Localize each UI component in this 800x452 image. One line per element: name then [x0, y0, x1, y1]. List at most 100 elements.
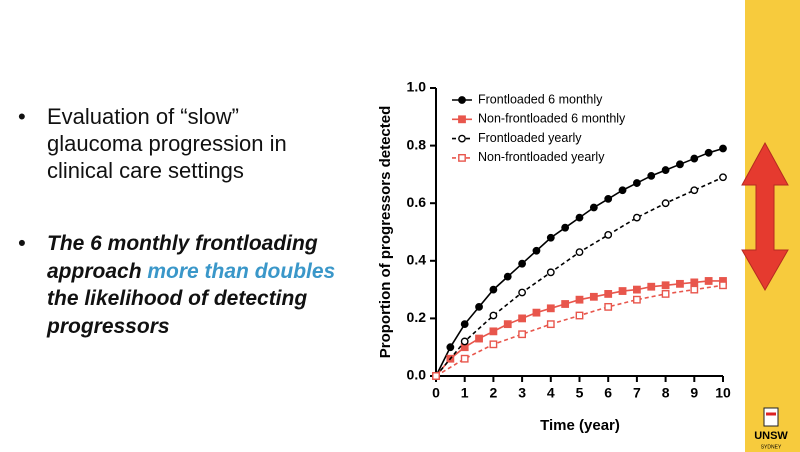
- logo-crest: [763, 407, 779, 427]
- legend-label: Frontloaded 6 monthly: [478, 92, 603, 106]
- marker: [618, 186, 627, 195]
- x-tick-label: 3: [518, 385, 526, 401]
- marker: [690, 278, 699, 287]
- marker: [532, 246, 541, 255]
- x-tick-label: 8: [662, 385, 670, 401]
- marker: [676, 160, 684, 169]
- marker: [518, 330, 527, 339]
- y-tick-label: 1.0: [407, 79, 427, 95]
- marker: [561, 223, 570, 232]
- marker: [432, 372, 440, 380]
- x-tick-label: 7: [633, 385, 641, 401]
- marker: [719, 281, 727, 290]
- marker: [633, 295, 641, 304]
- x-tick-label: 5: [576, 385, 584, 401]
- x-tick-label: 1: [461, 385, 469, 401]
- marker: [690, 154, 699, 163]
- text: the likelihood of detecting progressors: [47, 287, 308, 338]
- marker: [475, 334, 483, 343]
- marker: [661, 281, 670, 290]
- marker: [604, 194, 613, 203]
- y-tick-label: 0.8: [407, 136, 427, 152]
- marker: [489, 327, 498, 336]
- marker: [503, 272, 512, 281]
- marker: [690, 285, 699, 294]
- marker: [618, 287, 627, 295]
- text: Evaluation of “slow” glaucoma progressio…: [47, 104, 287, 183]
- marker: [575, 295, 584, 304]
- marker: [460, 354, 469, 363]
- series-line: [435, 176, 724, 377]
- bullet-dot: •: [18, 232, 26, 255]
- bullet: • The 6 monthly frontloading approach mor…: [18, 230, 337, 340]
- marker: [633, 285, 641, 294]
- bullet-text: The 6 monthly frontloading approach more…: [47, 230, 337, 340]
- logo-sub: SYDNEY: [761, 444, 782, 450]
- marker: [647, 282, 656, 291]
- marker: [546, 304, 555, 313]
- marker: [458, 134, 466, 143]
- marker: [719, 144, 727, 153]
- marker: [575, 213, 584, 222]
- marker: [518, 288, 526, 297]
- x-tick-label: 6: [604, 385, 612, 401]
- x-tick-label: 10: [715, 385, 731, 401]
- y-tick-label: 0.6: [407, 194, 427, 210]
- double-arrow: [741, 141, 789, 292]
- bullet-text: Evaluation of “slow” glaucoma progressio…: [47, 103, 332, 184]
- y-tick-label: 0.0: [407, 367, 427, 383]
- marker: [475, 302, 483, 311]
- marker: [661, 290, 670, 298]
- marker: [575, 248, 584, 257]
- marker: [518, 259, 526, 268]
- marker: [661, 166, 670, 174]
- marker: [589, 292, 598, 301]
- text: The 6 monthly frontloading approach: [47, 232, 318, 283]
- marker: [676, 279, 684, 288]
- marker: [460, 320, 469, 329]
- marker: [503, 320, 512, 329]
- marker: [489, 311, 498, 320]
- y-tick-label: 0.4: [407, 252, 427, 268]
- logo-name: UNSW: [754, 430, 788, 442]
- marker: [446, 343, 455, 352]
- bullet: • Evaluation of “slow” glaucoma progressi…: [18, 103, 332, 184]
- x-tick-label: 9: [690, 385, 698, 401]
- y-axis-label: Proportion of progressors detected: [377, 106, 394, 359]
- marker: [589, 203, 598, 212]
- marker: [489, 285, 498, 294]
- marker: [489, 340, 498, 349]
- marker: [458, 96, 466, 104]
- highlight: more than doubles: [147, 259, 336, 283]
- marker: [661, 199, 670, 208]
- marker: [546, 233, 555, 242]
- marker: [633, 179, 641, 187]
- marker: [546, 268, 555, 277]
- marker: [719, 173, 727, 182]
- marker: [690, 186, 699, 195]
- marker: [633, 213, 641, 222]
- legend-label: Non-frontloaded 6 monthly: [478, 112, 626, 126]
- marker: [604, 230, 613, 239]
- marker: [575, 311, 584, 320]
- x-tick-label: 0: [432, 385, 440, 401]
- legend-label: Non-frontloaded yearly: [478, 150, 605, 164]
- legend-label: Frontloaded yearly: [478, 131, 582, 145]
- marker: [604, 290, 613, 298]
- y-tick-label: 0.2: [407, 309, 427, 325]
- marker: [704, 148, 713, 157]
- x-tick-label: 4: [547, 385, 555, 401]
- x-tick-label: 2: [490, 385, 498, 401]
- x-axis-label: Time (year): [540, 417, 620, 434]
- marker: [458, 153, 466, 162]
- marker: [604, 302, 613, 311]
- bullet-dot: •: [18, 104, 26, 129]
- marker: [546, 320, 555, 329]
- marker: [460, 337, 469, 346]
- marker: [518, 314, 527, 323]
- marker: [704, 277, 713, 285]
- marker: [458, 115, 466, 124]
- marker: [647, 171, 656, 180]
